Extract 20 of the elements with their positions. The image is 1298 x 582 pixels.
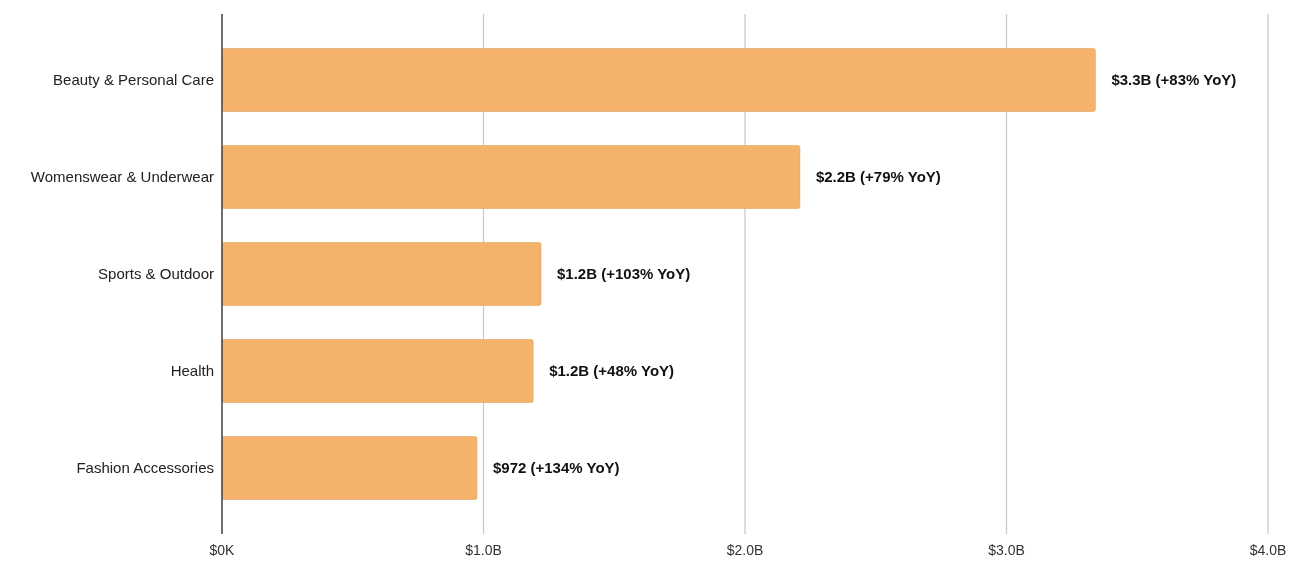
bar	[221, 242, 542, 306]
x-tick-label: $3.0B	[988, 542, 1025, 558]
bar	[221, 436, 478, 500]
bar	[221, 339, 534, 403]
y-tick-label: Fashion Accessories	[76, 459, 214, 477]
y-tick-label: Sports & Outdoor	[98, 265, 214, 283]
annotation: $2.2B (+79% YoY)	[815, 168, 941, 186]
x-tick-label: $1.0B	[465, 542, 502, 558]
x-tick-label: $0K	[209, 542, 236, 558]
annotation: $3.3B (+83% YoY)	[1111, 71, 1237, 89]
annotation: $1.2B (+103% YoY)	[557, 265, 691, 283]
y-tick-label: Health	[170, 362, 214, 380]
bar	[221, 145, 801, 209]
annotation: $972 (+134% YoY)	[492, 459, 620, 477]
bar	[221, 48, 1096, 112]
y-tick-label: Womenswear & Underwear	[30, 168, 214, 186]
y-tick-label: Beauty & Personal Care	[53, 71, 214, 89]
annotation: $1.2B (+48% YoY)	[549, 362, 675, 380]
x-tick-label: $2.0B	[726, 542, 764, 558]
x-tick-label: $4.0B	[1249, 542, 1287, 558]
